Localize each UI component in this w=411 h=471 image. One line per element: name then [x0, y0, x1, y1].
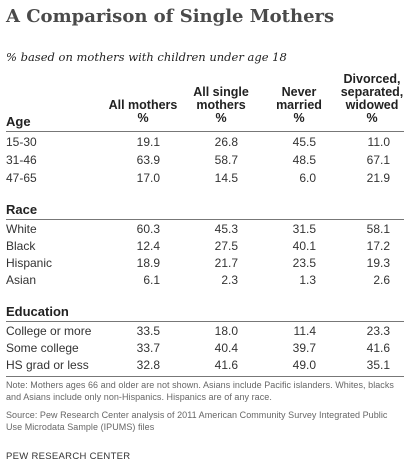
cell-all-mothers: 6.1	[143, 273, 160, 287]
cell-all-mothers: 60.3	[136, 222, 160, 236]
row-label: Hispanic	[6, 256, 53, 270]
cell-divorced-separated-widowed: 2.6	[373, 273, 390, 287]
table-row: Hispanic 18.9 21.7 23.5 19.3	[0, 255, 411, 272]
cell-divorced-separated-widowed: 58.1	[366, 222, 390, 236]
cell-all-single-mothers: 40.4	[214, 341, 238, 355]
cell-all-mothers: 17.0	[136, 171, 160, 185]
cell-all-mothers: 18.9	[136, 256, 160, 270]
section-divider	[6, 219, 404, 220]
cell-all-single-mothers: 21.7	[214, 256, 238, 270]
cell-divorced-separated-widowed: 19.3	[366, 256, 390, 270]
footnote-source: Source: Pew Research Center analysis of …	[6, 410, 388, 432]
table-row: 15-30 19.1 26.8 45.5 11.0	[0, 134, 411, 151]
column-header-line: Divorced,	[343, 72, 401, 86]
cell-never-married: 45.5	[292, 135, 316, 149]
column-header-line: separated,	[340, 85, 404, 99]
column-header-never-married: Never married %	[264, 86, 334, 125]
cell-never-married: 39.7	[292, 341, 316, 355]
table-row: HS grad or less 32.8 41.6 49.0 35.1	[0, 357, 411, 374]
cell-all-mothers: 33.7	[136, 341, 160, 355]
row-label: Black	[6, 239, 36, 253]
table-row: Asian 6.1 2.3 1.3 2.6	[0, 272, 411, 289]
cell-never-married: 23.5	[292, 256, 316, 270]
cell-divorced-separated-widowed: 21.9	[366, 171, 390, 185]
column-header-unit: %	[293, 111, 305, 125]
cell-all-single-mothers: 26.8	[214, 135, 238, 149]
cell-divorced-separated-widowed: 67.1	[366, 153, 390, 167]
organization-credit: PEW RESEARCH CENTER	[6, 451, 131, 462]
cell-never-married: 1.3	[299, 273, 316, 287]
cell-never-married: 49.0	[292, 358, 316, 372]
column-header-line: married	[276, 98, 322, 112]
cell-all-mothers: 32.8	[136, 358, 160, 372]
page-subtitle: % based on mothers with children under a…	[6, 50, 287, 64]
column-header-line: widowed	[345, 98, 399, 112]
cell-divorced-separated-widowed: 35.1	[366, 358, 390, 372]
cell-all-single-mothers: 41.6	[214, 358, 238, 372]
row-label: College or more	[6, 324, 92, 338]
column-header-line: All single	[193, 85, 249, 99]
cell-divorced-separated-widowed: 11.0	[367, 135, 390, 149]
cell-all-single-mothers: 27.5	[214, 239, 238, 253]
page-title: A Comparison of Single Mothers	[6, 6, 335, 27]
cell-divorced-separated-widowed: 23.3	[366, 324, 390, 338]
cell-all-single-mothers: 14.5	[214, 171, 238, 185]
section-heading-race: Race	[6, 202, 38, 217]
table-row: Some college 33.7 40.4 39.7 41.6	[0, 340, 411, 357]
section-divider	[6, 321, 404, 322]
column-header-all-single-mothers: All single mothers %	[186, 86, 256, 125]
table-row: College or more 33.5 18.0 11.4 23.3	[0, 323, 411, 340]
row-label: White	[6, 222, 37, 236]
cell-divorced-separated-widowed: 41.6	[366, 341, 390, 355]
column-header-unit: %	[215, 111, 227, 125]
cell-all-mothers: 19.1	[136, 135, 160, 149]
footnote-divider	[6, 376, 404, 377]
cell-never-married: 31.5	[292, 222, 316, 236]
section-divider	[6, 131, 404, 132]
cell-all-single-mothers: 58.7	[214, 153, 238, 167]
cell-never-married: 11.4	[293, 324, 316, 338]
row-label: Asian	[6, 273, 37, 287]
table-row: Black 12.4 27.5 40.1 17.2	[0, 238, 411, 255]
cell-never-married: 6.0	[299, 171, 316, 185]
cell-all-mothers: 33.5	[136, 324, 160, 338]
table-row: 31-46 63.9 58.7 48.5 67.1	[0, 152, 411, 169]
table-row: White 60.3 45.3 31.5 58.1	[0, 221, 411, 238]
cell-all-single-mothers: 2.3	[221, 273, 238, 287]
column-header-line: mothers	[196, 98, 246, 112]
column-header-unit: %	[137, 111, 149, 125]
column-header-line: Never	[281, 85, 317, 99]
section-heading-education: Education	[6, 304, 69, 319]
cell-all-single-mothers: 18.0	[214, 324, 238, 338]
column-header-unit: %	[366, 111, 378, 125]
row-label: 15-30	[6, 135, 37, 149]
row-label: HS grad or less	[6, 358, 89, 372]
cell-all-single-mothers: 45.3	[214, 222, 238, 236]
table-row: 47-65 17.0 14.5 6.0 21.9	[0, 170, 411, 187]
cell-never-married: 40.1	[292, 239, 316, 253]
row-label: Some college	[6, 341, 79, 355]
column-header-divorced-separated-widowed: Divorced, separated, widowed %	[336, 73, 408, 125]
cell-divorced-separated-widowed: 17.2	[366, 239, 390, 253]
row-label: 47-65	[6, 171, 37, 185]
row-label: 31-46	[6, 153, 37, 167]
footnote-note: Note: Mothers ages 66 and older are not …	[6, 380, 394, 402]
cell-all-mothers: 12.4	[136, 239, 160, 253]
column-header-all-mothers: All mothers %	[104, 99, 182, 125]
section-heading-age: Age	[6, 114, 31, 129]
column-header-line: All mothers	[108, 98, 178, 112]
cell-never-married: 48.5	[292, 153, 316, 167]
cell-all-mothers: 63.9	[136, 153, 160, 167]
